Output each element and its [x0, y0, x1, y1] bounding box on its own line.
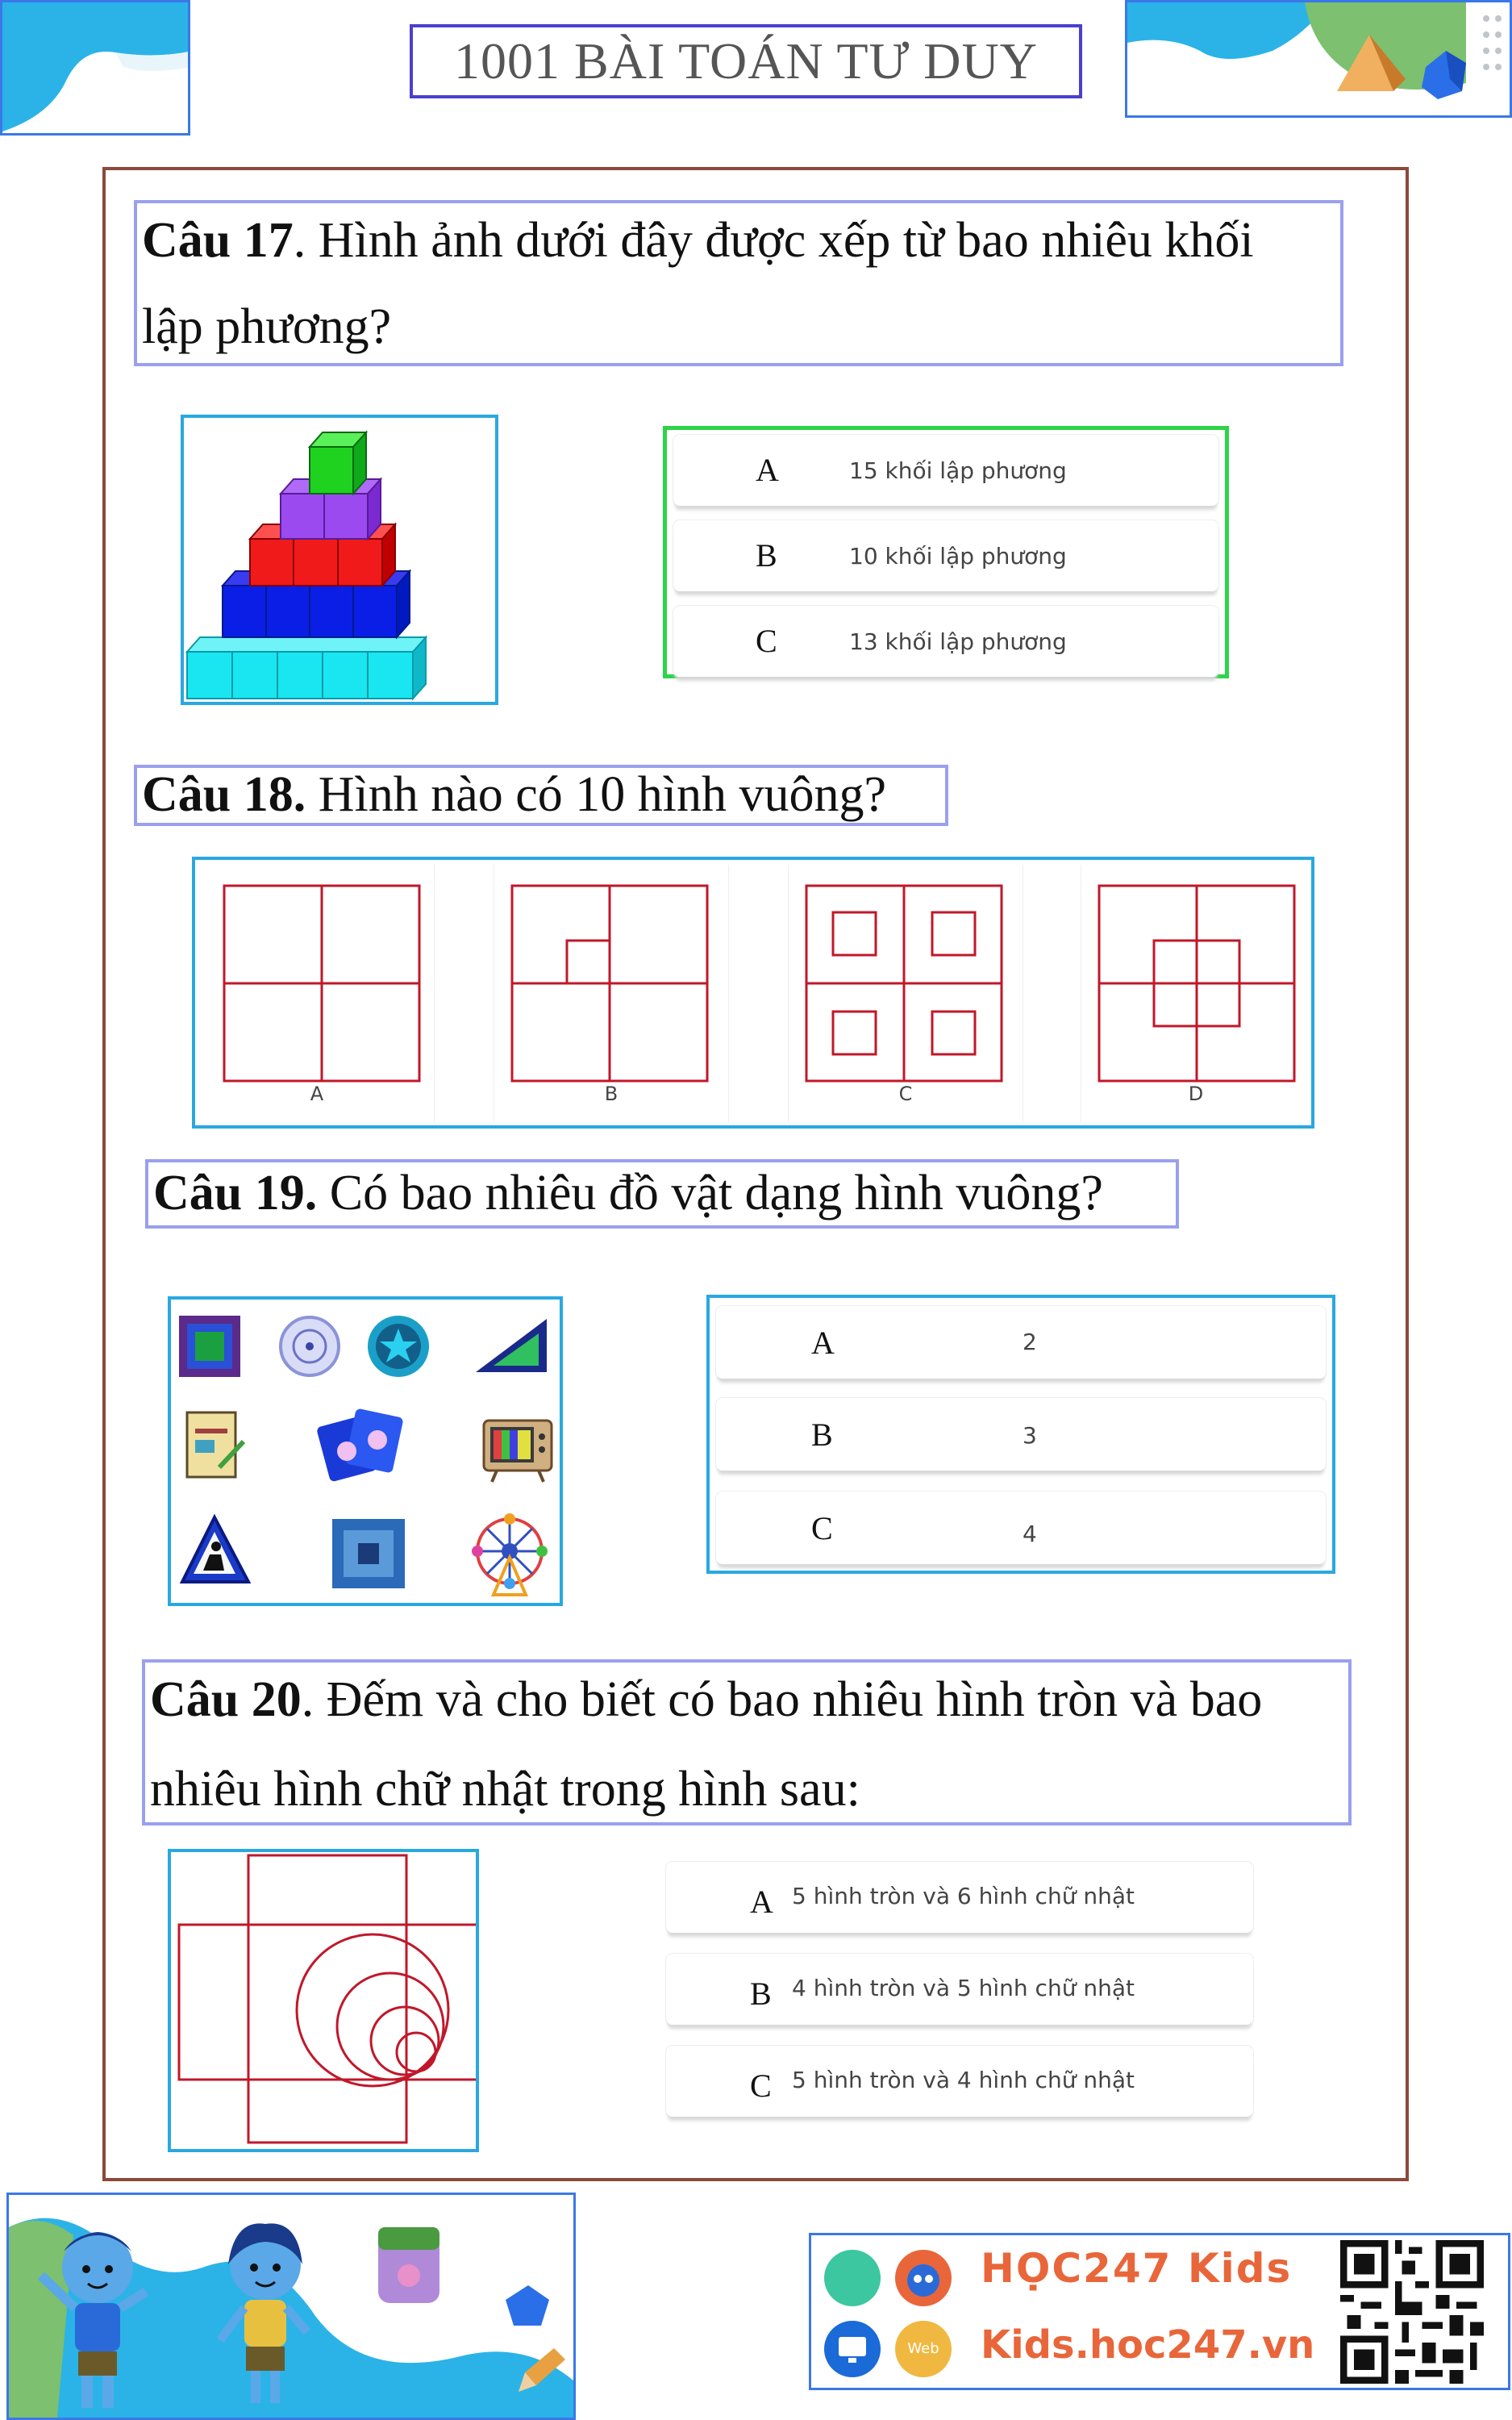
square-option-c[interactable]: C: [788, 865, 1023, 1123]
question-19-option-b[interactable]: B 3: [716, 1398, 1326, 1471]
option-letter: C: [750, 2067, 772, 2104]
square-option-b[interactable]: B: [494, 865, 729, 1123]
option-letter: B: [756, 537, 777, 574]
brand-wordmark: HỌC247 Kids: [981, 2245, 1292, 2292]
question-17-option-c[interactable]: C 13 khối lập phương: [673, 606, 1218, 677]
square-option-a-label: A: [310, 1083, 324, 1105]
option-text: 5 hình tròn và 4 hình chữ nhật: [792, 2067, 1135, 2093]
question-20-option-a[interactable]: A 5 hình tròn và 6 hình chữ nhật: [666, 1862, 1253, 1933]
option-text: 10 khối lập phương: [849, 543, 1067, 570]
option-letter: C: [756, 623, 777, 659]
square-option-a[interactable]: A: [200, 865, 435, 1123]
question-18-figure: A B C: [192, 857, 1314, 1129]
option-text: 2: [1023, 1329, 1037, 1355]
option-text: 5 hình tròn và 6 hình chữ nhật: [792, 1883, 1135, 1909]
square-option-b-label: B: [604, 1083, 619, 1105]
question-17-text-line2: lập phương?: [142, 299, 392, 354]
square-option-c-label: C: [898, 1083, 913, 1105]
question-20-text: . Đếm và cho biết có bao nhiêu hình tròn…: [301, 1672, 1263, 1727]
question-18-number: Câu 18.: [142, 767, 306, 822]
cube-pyramid-figure: [181, 415, 498, 705]
question-19-option-a[interactable]: A 2: [716, 1306, 1326, 1379]
option-text: 15 khối lập phương: [849, 457, 1067, 484]
question-19-options: A 2 B 3 C 4: [706, 1295, 1335, 1574]
question-18-text: Hình nào có 10 hình vuông?: [306, 767, 887, 822]
question-17-options: A 15 khối lập phương B 10 khối lập phươn…: [663, 426, 1229, 678]
worksheet-frame: [102, 167, 1409, 2181]
option-letter: B: [811, 1417, 833, 1453]
question-17-text: . Hình ảnh dưới đây được xếp từ bao nhiê…: [293, 213, 1254, 268]
question-19-option-c[interactable]: C 4: [716, 1492, 1326, 1564]
qr-code-icon: [1340, 2240, 1484, 2384]
app-store-icon[interactable]: [824, 2250, 881, 2306]
question-18-title: Câu 18. Hình nào có 10 hình vuông?: [134, 765, 948, 826]
question-19-title: Câu 19. Có bao nhiêu đồ vật dạng hình vu…: [145, 1159, 1179, 1229]
boy-character-icon: [37, 2232, 149, 2408]
question-17-option-a[interactable]: A 15 khối lập phương: [673, 435, 1218, 506]
square-option-d[interactable]: D: [1081, 865, 1310, 1123]
option-letter: B: [750, 1976, 772, 2012]
option-letter: A: [811, 1325, 835, 1361]
girl-character-icon: [216, 2223, 311, 2403]
web-badge-text: Web: [907, 2340, 939, 2357]
option-letter: C: [811, 1510, 833, 1546]
web-badge[interactable]: Web: [895, 2321, 952, 2377]
option-text: 13 khối lập phương: [849, 628, 1067, 655]
framed-picture-icon: [179, 1316, 240, 1377]
mascot-icon: [895, 2250, 952, 2306]
desktop-icon[interactable]: [824, 2321, 881, 2377]
option-text: 4: [1023, 1521, 1037, 1547]
question-17-option-b[interactable]: B 10 khối lập phương: [673, 520, 1218, 591]
option-letter: A: [756, 452, 779, 488]
site-url[interactable]: Kids.hoc247.vn: [981, 2322, 1314, 2368]
question-20-figure: [168, 1849, 479, 2152]
footer-brand-panel: HỌC247 Kids Web Kids.hoc247.vn: [809, 2233, 1510, 2390]
option-text: 3: [1023, 1422, 1037, 1449]
option-text: 4 hình tròn và 5 hình chữ nhật: [792, 1975, 1135, 2001]
question-20-options: A 5 hình tròn và 6 hình chữ nhật B 4 hìn…: [663, 1859, 1256, 2133]
question-19-number: Câu 19.: [153, 1166, 318, 1220]
question-20-title: Câu 20. Đếm và cho biết có bao nhiêu hìn…: [142, 1659, 1352, 1825]
option-letter: A: [750, 1884, 773, 1920]
question-19-objects-figure: [168, 1296, 563, 1606]
brand-wordmark-text: HỌC247 Kids: [981, 2245, 1293, 2292]
page-title-text: 1001 BÀI TOÁN TƯ DUY: [454, 32, 1038, 90]
question-19-text: Có bao nhiêu đồ vật dạng hình vuông?: [317, 1166, 1103, 1220]
header-right-decoration: [1125, 0, 1512, 118]
header-left-decoration: [0, 0, 190, 136]
question-20-text-line2: nhiêu hình chữ nhật trong hình sau:: [150, 1762, 860, 1817]
page-title: 1001 BÀI TOÁN TƯ DUY: [410, 24, 1082, 98]
question-17-title: Câu 17. Hình ảnh dưới đây được xếp từ ba…: [134, 200, 1343, 366]
question-20-option-c[interactable]: C 5 hình tròn và 4 hình chữ nhật: [666, 2046, 1253, 2117]
question-20-number: Câu 20: [150, 1672, 302, 1727]
footer-kids-illustration: [6, 2193, 576, 2420]
site-url-text: Kids.hoc247.vn: [981, 2322, 1315, 2368]
question-20-option-b[interactable]: B 4 hình tròn và 5 hình chữ nhật: [666, 1954, 1253, 2025]
question-17-number: Câu 17: [142, 213, 294, 268]
square-option-d-label: D: [1188, 1083, 1204, 1105]
